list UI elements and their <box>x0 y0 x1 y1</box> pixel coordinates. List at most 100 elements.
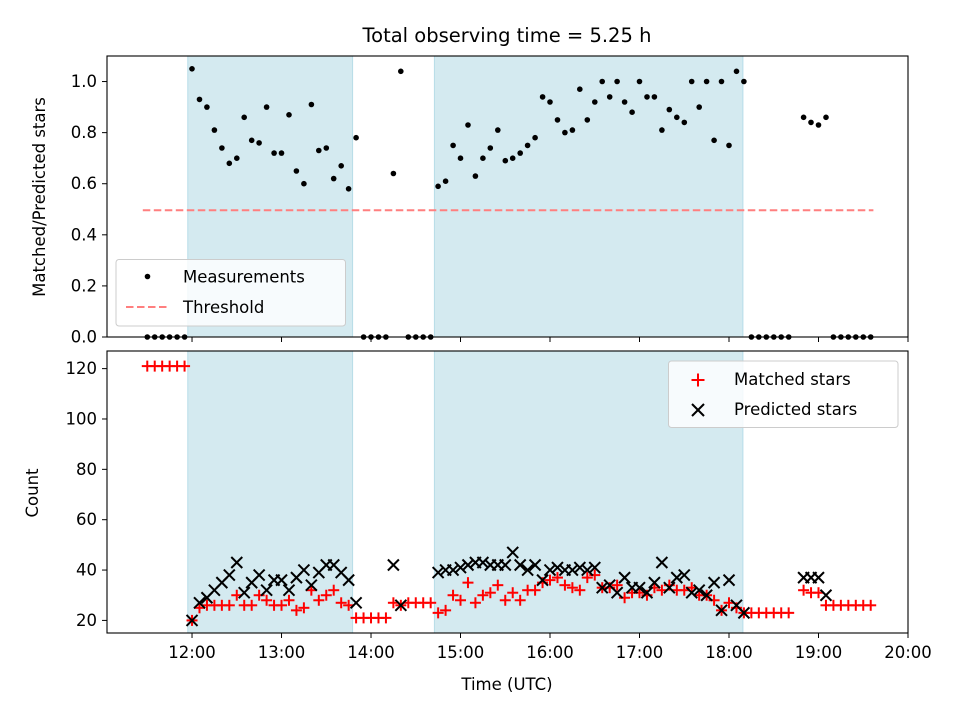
measurement-point <box>509 155 516 161</box>
predicted-star-point <box>573 561 587 574</box>
matched-star-point <box>440 604 452 616</box>
predicted-star-point <box>499 558 512 572</box>
measurement-point <box>539 94 546 100</box>
measurement-point <box>271 150 277 156</box>
matched-star-point <box>507 587 519 599</box>
measurement-point <box>726 142 732 149</box>
legend-measurements-marker <box>144 273 151 280</box>
measurement-point <box>487 145 494 151</box>
top-y-axis-label: Matched/Predicted stars <box>30 97 49 297</box>
matched-star-point <box>865 599 877 611</box>
measurement-point <box>666 106 673 113</box>
predicted-star-point <box>446 563 460 577</box>
measurement-point <box>189 66 195 72</box>
y-tick-label: 80 <box>76 460 97 479</box>
matched-star-point <box>261 594 273 606</box>
predicted-star-point <box>223 568 236 582</box>
predicted-star-point <box>230 556 243 569</box>
measurement-point <box>636 78 643 85</box>
predicted-star-point <box>819 589 833 602</box>
measurement-point <box>703 78 710 85</box>
measurement-point <box>263 104 270 110</box>
matched-star-point <box>544 574 556 586</box>
predicted-star-point <box>193 596 206 609</box>
predicted-star-point <box>648 576 661 589</box>
bottom-y-ticks: 20 40 60 80 100 120 <box>66 359 107 630</box>
measurement-point <box>592 99 598 105</box>
measurement-point <box>308 101 315 108</box>
x-tick-label: 15:00 <box>437 643 485 662</box>
measurement-point <box>465 122 471 128</box>
predicted-star-point <box>260 583 273 597</box>
measurement-point <box>688 78 695 85</box>
matched-star-point <box>611 579 623 591</box>
predicted-star-point <box>305 578 318 592</box>
top-axes-frame <box>106 55 909 338</box>
top-legend: Measurements Threshold <box>115 259 346 327</box>
measurement-point <box>524 142 531 149</box>
x-tick-label: 12:00 <box>168 643 216 662</box>
predicted-star-point <box>685 586 698 599</box>
measurement-point <box>480 155 486 161</box>
measurement-point <box>278 150 285 156</box>
measurement-point <box>569 127 576 133</box>
predicted-star-point <box>387 558 400 572</box>
measurement-point <box>353 134 359 141</box>
predicted-star-point <box>349 596 363 609</box>
measurement-point <box>226 160 233 167</box>
predicted-star-point <box>722 573 736 587</box>
predicted-star-point <box>454 561 467 574</box>
measurement-point <box>442 178 449 184</box>
predicted-star-point <box>655 556 669 569</box>
measurement-point <box>472 173 479 179</box>
predicted-star-point <box>394 599 408 612</box>
count-points <box>141 360 877 627</box>
measurement-point <box>651 94 658 100</box>
matched-star-point <box>290 604 302 616</box>
predicted-star-point <box>678 568 691 582</box>
measurement-point <box>196 96 203 103</box>
predicted-star-point <box>275 573 288 587</box>
y-tick-label: 0.4 <box>71 225 97 244</box>
predicted-star-point <box>297 563 311 577</box>
matched-star-point <box>455 594 467 606</box>
predicted-star-point <box>536 573 549 587</box>
matched-star-point <box>380 612 392 624</box>
matched-star-point <box>328 584 340 596</box>
top-shaded-regions <box>187 55 744 338</box>
predicted-star-point <box>238 586 251 599</box>
matched-star-point <box>529 584 541 596</box>
measurement-point <box>554 117 561 123</box>
x-tick-label: 19:00 <box>795 643 843 662</box>
x-tick-label: 13:00 <box>258 643 306 662</box>
legend-matched-label: Matched stars <box>734 370 851 389</box>
measurement-point <box>711 137 717 144</box>
matched-star-point <box>559 579 571 591</box>
y-tick-label: 0.0 <box>71 328 97 347</box>
matched-star-point <box>283 594 295 606</box>
predicted-star-point <box>431 566 445 579</box>
x-tick-label: 18:00 <box>705 643 753 662</box>
measurement-point <box>815 122 822 128</box>
legend-matched-marker <box>691 373 705 387</box>
measurement-point <box>219 145 225 151</box>
measurement-point <box>718 78 725 85</box>
matched-star-point <box>223 599 235 611</box>
x-tick-label: 14:00 <box>347 643 395 662</box>
predicted-star-point <box>342 573 355 587</box>
measurement-point <box>211 127 218 133</box>
matched-star-point <box>447 589 459 601</box>
legend-predicted-marker <box>691 403 705 417</box>
predicted-star-point <box>640 586 654 599</box>
top-x-ticks <box>191 337 909 342</box>
measurement-point <box>517 150 523 156</box>
predicted-star-point <box>543 563 557 577</box>
measurement-point <box>256 140 262 146</box>
predicted-star-point <box>476 556 490 569</box>
matched-star-point <box>469 597 481 609</box>
predicted-star-point <box>700 589 713 602</box>
measurement-point <box>398 68 404 75</box>
y-tick-label: 0.2 <box>71 276 97 295</box>
predicted-star-point <box>610 586 624 599</box>
